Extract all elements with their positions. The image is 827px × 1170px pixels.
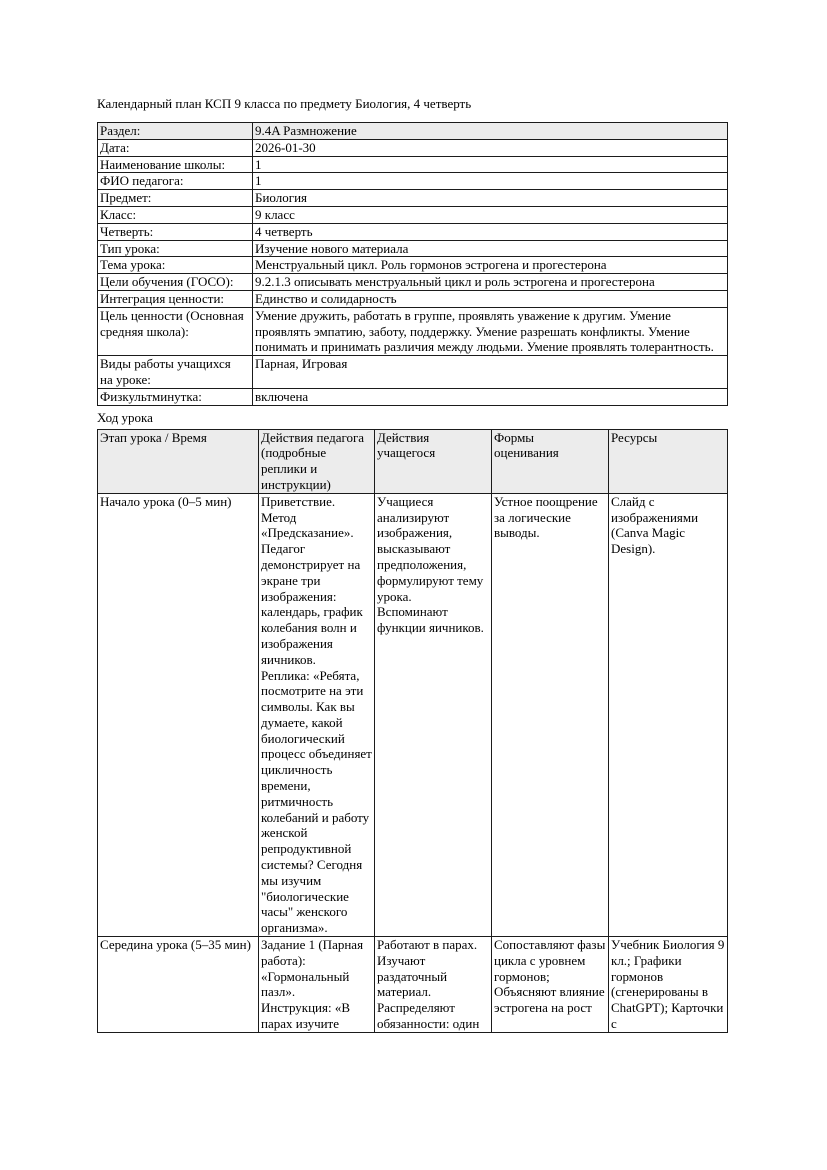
column-header-resources: Ресурсы [608, 428, 728, 494]
info-label-cell: Физкультминутка: [97, 387, 253, 406]
lesson-flow-heading: Ход урока [97, 409, 153, 425]
info-label-cell: Класс: [97, 205, 253, 224]
stage-cell: Начало урока (0–5 мин) [97, 492, 259, 938]
info-row-values-integration: Интеграция ценности: Единство и солидарн… [97, 289, 728, 308]
info-row-section: Раздел: 9.4A Размножение [97, 122, 728, 140]
info-row-lesson-type: Тип урока: Изучение нового материала [97, 239, 728, 258]
info-value-cell: 9 класс [252, 205, 728, 224]
info-row-grade: Класс: 9 класс [97, 205, 728, 224]
lesson-flow-table: Этап урока / Время Действия педагога (по… [97, 428, 728, 1034]
info-value-cell: Единство и солидарность [252, 289, 728, 308]
info-label-cell: Цели обучения (ГОСО): [97, 273, 253, 291]
info-row-quarter: Четверть: 4 четверть [97, 222, 728, 241]
info-row-physical-minute: Физкультминутка: включена [97, 387, 728, 406]
info-value-cell: Изучение нового материала [252, 239, 728, 258]
info-value-cell: 9.4A Размножение [252, 122, 728, 140]
info-row-learning-objectives: Цели обучения (ГОСО): 9.2.1.3 описывать … [97, 273, 728, 291]
info-label-cell: Четверть: [97, 222, 253, 241]
assessment-cell: Устное поощрение за логические выводы. [491, 492, 609, 938]
student-actions-cell: Работают в парах. Изучают раздаточный ма… [374, 936, 492, 1034]
document-page: Календарный план КСП 9 класса по предмет… [97, 96, 728, 1034]
info-label-cell: Цель ценности (Основная средняя школа): [97, 306, 253, 357]
info-value-cell: 2026-01-30 [252, 138, 728, 157]
info-row-date: Дата: 2026-01-30 [97, 138, 728, 157]
info-label-cell: Раздел: [97, 122, 253, 140]
info-value-cell: 9.2.1.3 описывать менструальный цикл и р… [252, 273, 728, 291]
student-actions-text: Работают в парах. Изучают раздаточный ма… [377, 937, 480, 1032]
document-title: Календарный план КСП 9 класса по предмет… [97, 96, 472, 111]
flow-row-lesson-middle: Середина урока (5–35 мин) Задание 1 (Пар… [97, 936, 728, 1034]
flow-header-row: Этап урока / Время Действия педагога (по… [97, 428, 728, 494]
info-value-cell: Парная, Игровая [252, 355, 728, 389]
info-label-cell: Виды работы учащихся на уроке: [97, 355, 253, 389]
info-row-school: Наименование школы: 1 [97, 155, 728, 174]
flow-row-lesson-start: Начало урока (0–5 мин) Приветствие. Мето… [97, 492, 728, 938]
info-row-values-goal: Цель ценности (Основная средняя школа): … [97, 306, 728, 357]
student-actions-cell: Учащиеся анализируют изображения, высказ… [374, 492, 492, 938]
resources-cell: Слайд с изображениями (Canva Magic Desig… [608, 492, 728, 938]
resources-text: Слайд с изображениями (Canva Magic Desig… [611, 493, 699, 557]
info-value-cell: Биология [252, 189, 728, 207]
info-row-subject: Предмет: Биология [97, 189, 728, 207]
teacher-actions-cell: Приветствие. Метод «Предсказание». Педаг… [258, 492, 375, 938]
student-actions-text: Учащиеся анализируют изображения, высказ… [377, 493, 484, 636]
info-label-cell: Предмет: [97, 189, 253, 207]
info-value-cell: 1 [252, 172, 728, 191]
info-value-cell: 4 четверть [252, 222, 728, 241]
info-label-cell: ФИО педагога: [97, 172, 253, 191]
teacher-actions-cell: Задание 1 (Парная работа): «Гормональный… [258, 936, 375, 1034]
stage-text: Середина урока (5–35 мин) [100, 937, 251, 953]
info-row-lesson-topic: Тема урока: Менструальный цикл. Роль гор… [97, 256, 728, 275]
resources-text: Учебник Биология 9 кл.; Графики гормонов… [611, 937, 725, 1032]
column-header-stage: Этап урока / Время [97, 428, 259, 494]
assessment-text: Устное поощрение за логические выводы. [494, 493, 598, 541]
stage-cell: Середина урока (5–35 мин) [97, 936, 259, 1034]
column-header-teacher-actions: Действия педагога (подробные реплики и и… [258, 428, 375, 494]
info-row-work-types: Виды работы учащихся на уроке: Парная, И… [97, 355, 728, 389]
info-row-teacher-name: ФИО педагога: 1 [97, 172, 728, 191]
info-label-cell: Тип урока: [97, 239, 253, 258]
lesson-info-table: Раздел: 9.4A Размножение Дата: 2026-01-3… [97, 122, 728, 406]
teacher-actions-text: Приветствие. Метод «Предсказание». Педаг… [261, 493, 372, 936]
info-label-cell: Интеграция ценности: [97, 289, 253, 308]
info-value-cell: 1 [252, 155, 728, 174]
column-header-assessment: Формы оценивания [491, 428, 609, 494]
assessment-cell: Сопоставляют фазы цикла с уровнем гормон… [491, 936, 609, 1034]
info-label-cell: Дата: [97, 138, 253, 157]
info-value-cell: Умение дружить, работать в группе, прояв… [252, 306, 728, 357]
resources-cell: Учебник Биология 9 кл.; Графики гормонов… [608, 936, 728, 1034]
info-label-cell: Наименование школы: [97, 155, 253, 174]
info-label-cell: Тема урока: [97, 256, 253, 275]
teacher-actions-text: Задание 1 (Парная работа): «Гормональный… [261, 937, 364, 1032]
column-header-student-actions: Действия учащегося [374, 428, 492, 494]
assessment-text: Сопоставляют фазы цикла с уровнем гормон… [494, 937, 606, 1016]
stage-text: Начало урока (0–5 мин) [100, 493, 232, 509]
info-value-cell: Менструальный цикл. Роль гормонов эстрог… [252, 256, 728, 275]
info-value-cell: включена [252, 387, 728, 406]
